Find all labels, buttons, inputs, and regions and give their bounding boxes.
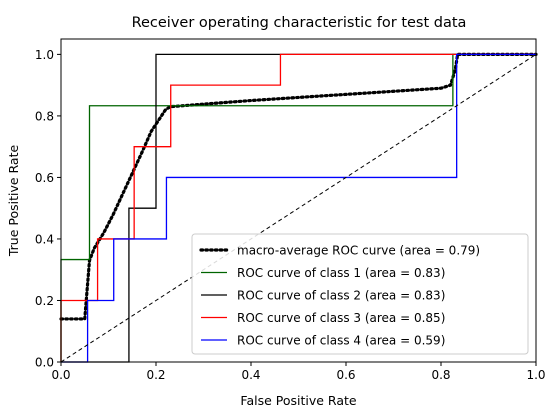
legend-label: ROC curve of class 4 (area = 0.59) bbox=[237, 334, 445, 348]
legend-label: ROC curve of class 3 (area = 0.85) bbox=[237, 311, 445, 325]
y-tick-label: 0.0 bbox=[35, 356, 54, 370]
series-line-0 bbox=[59, 52, 538, 321]
y-axis-label: True Positive Rate bbox=[6, 145, 21, 258]
legend-label: ROC curve of class 1 (area = 0.83) bbox=[237, 266, 445, 280]
y-tick-label: 0.6 bbox=[35, 171, 54, 185]
x-tick-label: 1.0 bbox=[526, 368, 545, 382]
y-axis: 0.0 0.2 0.4 0.6 0.8 1.0 bbox=[35, 48, 61, 370]
x-tick-label: 0.2 bbox=[146, 368, 165, 382]
x-axis: 0.0 0.2 0.4 0.6 0.8 1.0 bbox=[51, 362, 546, 382]
y-tick-label: 0.4 bbox=[35, 232, 54, 246]
legend-box bbox=[191, 233, 529, 355]
x-tick-label: 0.4 bbox=[241, 368, 260, 382]
y-tick-label: 0.8 bbox=[35, 109, 54, 123]
x-tick-label: 0.6 bbox=[336, 368, 355, 382]
legend-label: macro-average ROC curve (area = 0.79) bbox=[237, 244, 480, 258]
y-tick-label: 0.2 bbox=[35, 294, 54, 308]
axes-frame bbox=[60, 38, 537, 363]
x-tick-label: 0.8 bbox=[431, 368, 450, 382]
x-axis-label: False Positive Rate bbox=[240, 393, 356, 408]
legend-label: ROC curve of class 2 (area = 0.83) bbox=[237, 289, 445, 303]
chance-diagonal-line bbox=[60, 53, 537, 363]
x-tick-label: 0.0 bbox=[51, 368, 70, 382]
series-line-4 bbox=[61, 53, 536, 363]
chart-title: Receiver operating characteristic for te… bbox=[132, 15, 467, 31]
legend: macro-average ROC curve (area = 0.79) ROC… bbox=[191, 233, 529, 355]
y-tick-label: 1.0 bbox=[35, 48, 54, 62]
